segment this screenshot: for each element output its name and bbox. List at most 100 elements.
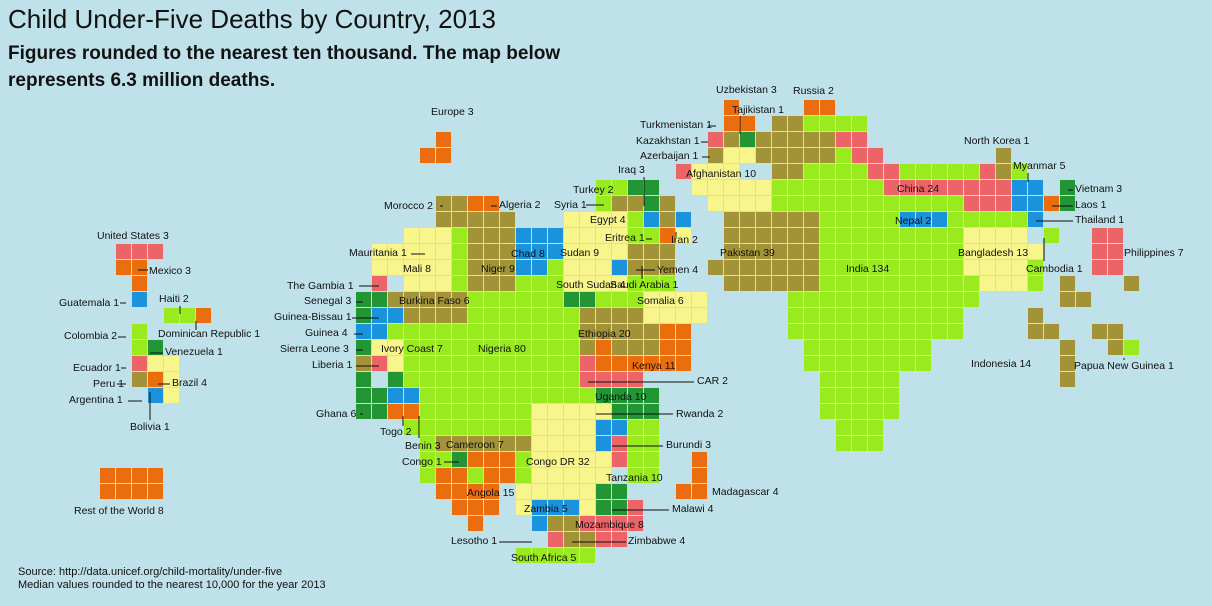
india-tile [820,196,835,211]
nigeria-tile [628,212,643,227]
china-tile [980,196,995,211]
indonesia-tile [1028,324,1043,339]
cameroon-tile [500,436,515,451]
niger-tile [484,244,499,259]
india-tile [964,212,979,227]
map-title: Child Under-Five Deaths by Country, 2013 [8,4,496,34]
india-tile [852,436,867,451]
china-tile [900,180,915,195]
cameroon-tile [516,436,531,451]
nigeria-tile [500,356,515,371]
kazakhstan-tile [708,132,723,147]
india-tile [884,276,899,291]
uganda-tile [644,388,659,403]
togo-tile [388,388,403,403]
turkmenistan-tile [724,132,739,147]
indonesia-label: Indonesia 14 [971,358,1031,370]
chad-label: Chad 8 [511,248,545,260]
mauritania-tile [372,244,387,259]
turkey-label: Turkey 2 [573,184,614,196]
nigeria-tile [532,276,547,291]
india-tile [868,196,883,211]
brazil-tile [164,356,179,371]
rest-of-the-world-tile [100,468,115,483]
kenya-tile [660,340,675,355]
india-tile [820,164,835,179]
egypt-label: Egypt 4 [590,214,626,226]
saudi-arabia-tile [660,196,675,211]
tanzania-tile [644,436,659,451]
burkina-faso-label: Burkina Faso 6 [399,295,470,307]
indonesia-tile [1060,292,1075,307]
mali-tile [420,244,435,259]
ethiopia-tile [612,324,627,339]
egypt-tile [596,180,611,195]
uganda-label: Uganda 10 [595,391,647,403]
china-tile [852,132,867,147]
pakistan-tile [788,164,803,179]
russia-tile [804,100,819,115]
liberia-tile [372,356,387,371]
kazakhstan-label: Kazakhstan 1 [636,135,700,147]
kenya-tile [676,356,691,371]
india-tile [804,308,819,323]
nigeria-tile [548,388,563,403]
nigeria-tile [532,388,547,403]
senegal-tile [356,308,371,323]
nigeria-tile [420,436,435,451]
pakistan-tile [788,228,803,243]
sudan-tile [564,228,579,243]
bangladesh-tile [1028,276,1043,291]
turkey-tile [628,180,643,195]
kenya-tile [596,340,611,355]
ethiopia-tile [628,308,643,323]
nepal-label: Nepal 2 [895,215,931,227]
guinea-tile [372,324,387,339]
congo-dr-tile [580,404,595,419]
bangladesh-tile [980,228,995,243]
nigeria-tile [452,340,467,355]
nigeria-tile [564,372,579,387]
pakistan-tile [772,132,787,147]
nigeria-tile [420,340,435,355]
india-tile [916,276,931,291]
congo-dr-tile [580,436,595,451]
india-tile [820,180,835,195]
india-tile [916,260,931,275]
nigeria-tile [468,420,483,435]
india-tile [804,164,819,179]
nigeria-tile [468,324,483,339]
nigeria-tile [532,356,547,371]
india-tile [836,308,851,323]
congo-dr-tile [580,452,595,467]
bangladesh-tile [964,260,979,275]
india-tile [932,228,947,243]
india-tile [868,324,883,339]
india-tile [900,260,915,275]
north-korea-tile [996,148,1011,163]
pakistan-tile [740,228,755,243]
somalia-label: Somalia 6 [637,295,684,307]
angola-tile [468,452,483,467]
congo-dr-tile [564,452,579,467]
nepal-tile [916,212,931,227]
algeria-label: Algeria 2 [499,199,541,211]
nigeria-tile [452,228,467,243]
india-tile [852,308,867,323]
saudi-arabia-tile [660,212,675,227]
indonesia-tile [1044,324,1059,339]
bangladesh-tile [1012,228,1027,243]
ivory-coast-tile [388,340,403,355]
guinea-tile [388,308,403,323]
india-tile [868,212,883,227]
india-tile [948,308,963,323]
nigeria-tile [516,372,531,387]
tanzania-tile [644,420,659,435]
sudan-tile [564,276,579,291]
mauritania-tile [372,260,387,275]
sierra-leone-tile [356,340,371,355]
india-tile [900,324,915,339]
venezuela-tile [148,340,163,355]
congo-dr-tile [548,452,563,467]
angola-tile [452,484,467,499]
